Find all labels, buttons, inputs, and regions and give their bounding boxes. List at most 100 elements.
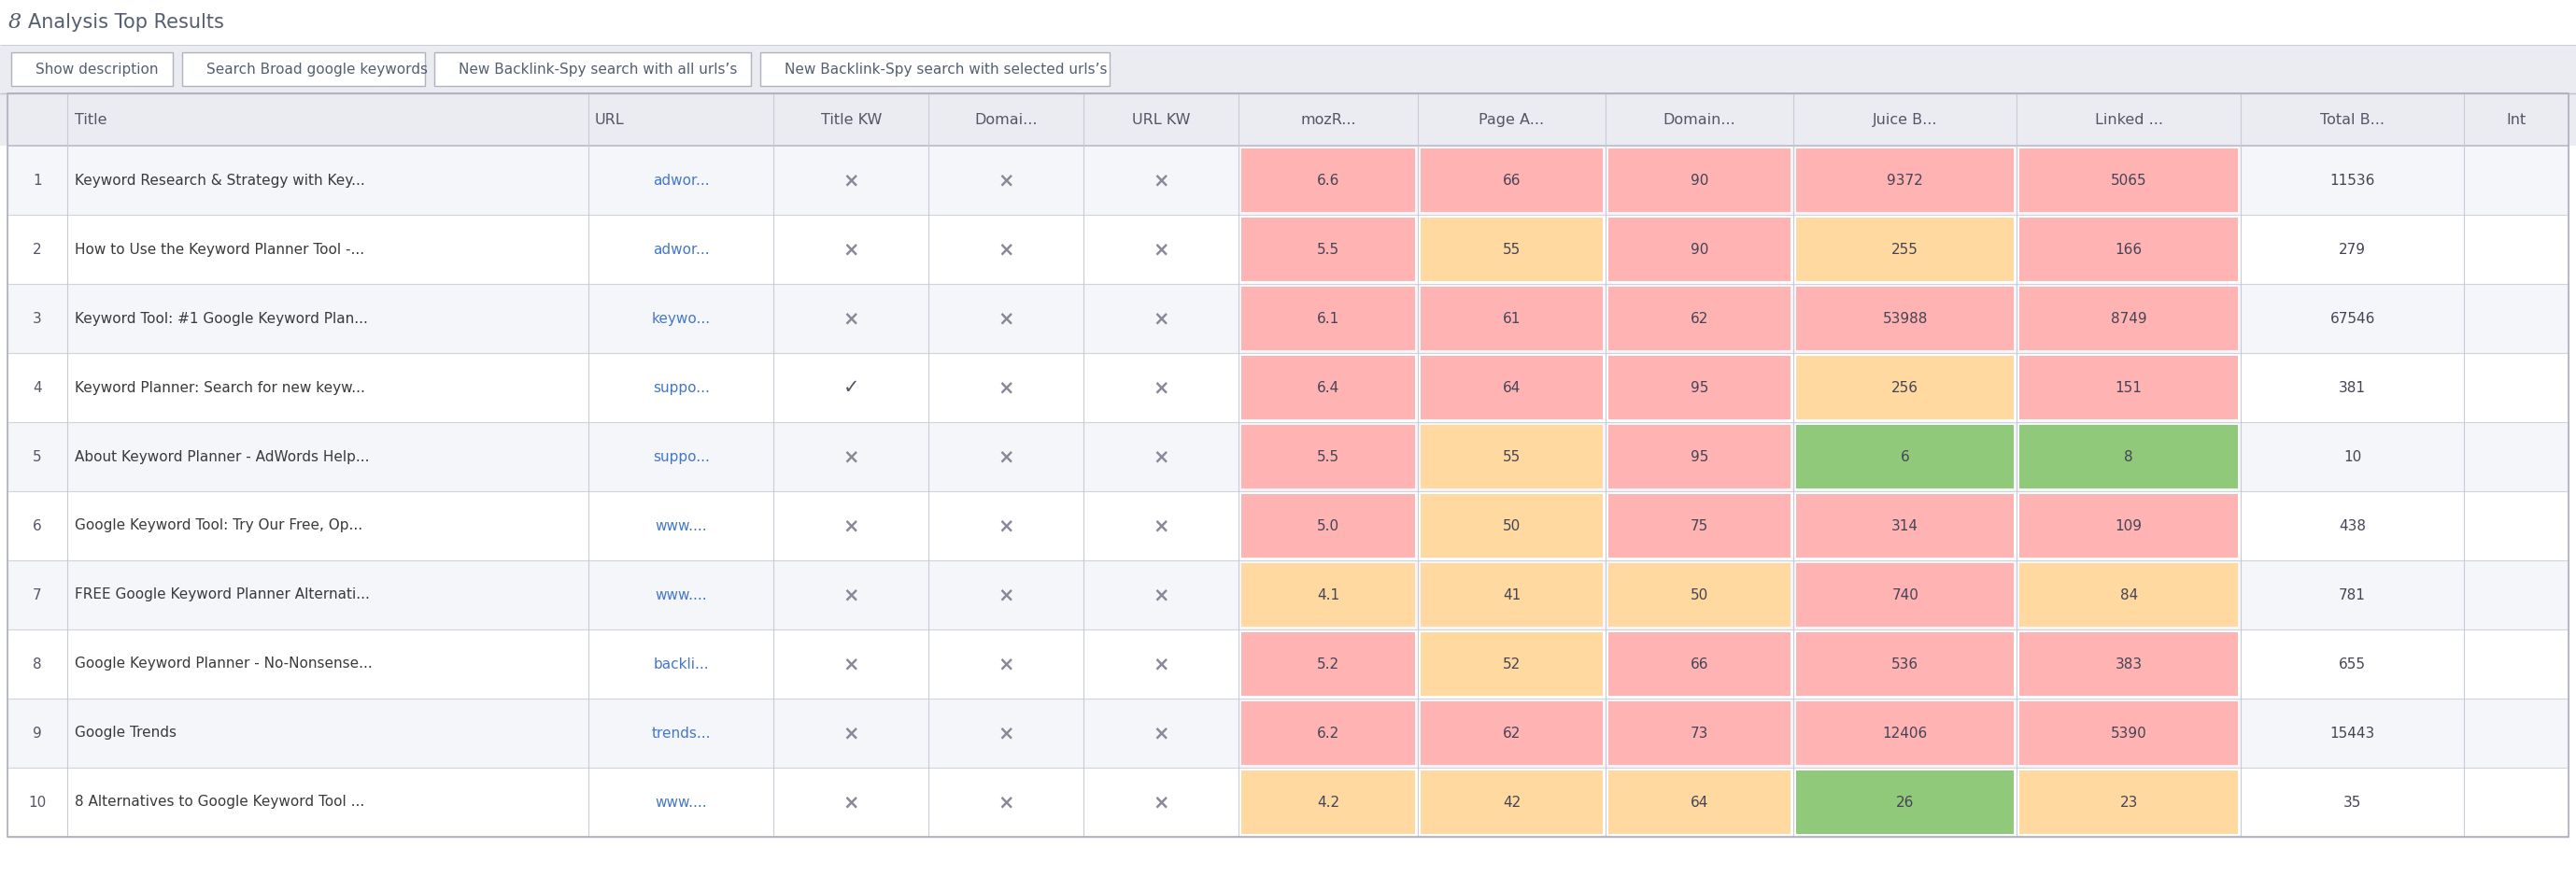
- Text: New Backlink-Spy search with selected urls’s: New Backlink-Spy search with selected ur…: [783, 62, 1108, 76]
- Text: 9372: 9372: [1888, 173, 1924, 187]
- Text: 781: 781: [2339, 588, 2365, 602]
- Text: 50: 50: [1690, 588, 1708, 602]
- Bar: [435, 53, 750, 86]
- Text: ×: ×: [1154, 654, 1170, 674]
- Text: ×: ×: [1154, 378, 1170, 397]
- Text: 5390: 5390: [2110, 726, 2146, 740]
- Bar: [8, 353, 2568, 422]
- Text: 4.2: 4.2: [1316, 795, 1340, 809]
- Bar: [8, 767, 2568, 837]
- Text: 109: 109: [2115, 519, 2143, 533]
- Text: 9: 9: [33, 726, 41, 740]
- Text: ×: ×: [842, 240, 860, 258]
- Text: 1: 1: [33, 173, 41, 187]
- Text: ×: ×: [997, 793, 1015, 811]
- Text: 6.6: 6.6: [1316, 173, 1340, 187]
- Text: 8: 8: [33, 657, 41, 671]
- Text: Page A...: Page A...: [1479, 112, 1546, 126]
- Bar: [1795, 217, 2014, 281]
- Text: 166: 166: [2115, 243, 2143, 257]
- Text: ×: ×: [1154, 240, 1170, 258]
- Text: 8: 8: [8, 12, 21, 32]
- Text: 12406: 12406: [1883, 726, 1927, 740]
- Bar: [183, 53, 425, 86]
- Bar: [1795, 563, 2014, 626]
- Text: ×: ×: [842, 171, 860, 189]
- Text: 4.1: 4.1: [1316, 588, 1340, 602]
- Bar: [8, 145, 2568, 215]
- Bar: [1795, 702, 2014, 765]
- Text: About Keyword Planner - AdWords Help...: About Keyword Planner - AdWords Help...: [75, 449, 368, 463]
- Text: ×: ×: [1154, 171, 1170, 189]
- Bar: [1607, 286, 1790, 350]
- Text: ×: ×: [842, 585, 860, 604]
- Text: ×: ×: [842, 724, 860, 743]
- Text: 10: 10: [28, 795, 46, 809]
- Bar: [1795, 286, 2014, 350]
- Bar: [1242, 494, 1414, 557]
- Text: How to Use the Keyword Planner Tool -...: How to Use the Keyword Planner Tool -...: [75, 243, 363, 257]
- Text: ×: ×: [997, 240, 1015, 258]
- Bar: [1419, 425, 1602, 489]
- Text: Title: Title: [75, 112, 106, 126]
- Text: 255: 255: [1891, 243, 1919, 257]
- Text: 61: 61: [1502, 312, 1520, 326]
- Bar: [10, 53, 173, 86]
- Bar: [1419, 702, 1602, 765]
- Bar: [1242, 563, 1414, 626]
- Bar: [1607, 425, 1790, 489]
- Bar: [0, 0, 2576, 45]
- Bar: [1607, 771, 1790, 834]
- Text: ✓: ✓: [842, 378, 860, 397]
- Text: 5.2: 5.2: [1316, 657, 1340, 671]
- Text: 536: 536: [1891, 657, 1919, 671]
- Text: 5.5: 5.5: [1316, 243, 1340, 257]
- Text: ×: ×: [997, 171, 1015, 189]
- Text: Juice B...: Juice B...: [1873, 112, 1937, 126]
- Text: ×: ×: [997, 654, 1015, 674]
- Bar: [1419, 632, 1602, 696]
- Text: 42: 42: [1502, 795, 1520, 809]
- Text: 5065: 5065: [2110, 173, 2146, 187]
- Bar: [1795, 632, 2014, 696]
- Text: 41: 41: [1502, 588, 1520, 602]
- Text: 2: 2: [33, 243, 41, 257]
- Text: Analysis Top Results: Analysis Top Results: [28, 13, 224, 32]
- Text: Google Keyword Planner - No-Nonsense...: Google Keyword Planner - No-Nonsense...: [75, 657, 374, 671]
- Text: ×: ×: [997, 517, 1015, 535]
- Text: ×: ×: [842, 448, 860, 466]
- Text: ×: ×: [997, 724, 1015, 743]
- Bar: [1795, 425, 2014, 489]
- Text: suppo...: suppo...: [652, 380, 711, 394]
- Bar: [8, 215, 2568, 284]
- Text: 655: 655: [2339, 657, 2365, 671]
- Bar: [0, 45, 2576, 94]
- Text: 314: 314: [1891, 519, 1919, 533]
- Text: Title KW: Title KW: [822, 112, 881, 126]
- Text: Keyword Tool: #1 Google Keyword Plan...: Keyword Tool: #1 Google Keyword Plan...: [75, 312, 368, 326]
- Bar: [2020, 217, 2239, 281]
- Text: ×: ×: [842, 309, 860, 328]
- Text: 8749: 8749: [2110, 312, 2146, 326]
- Text: 5.5: 5.5: [1316, 449, 1340, 463]
- Text: 73: 73: [1690, 726, 1708, 740]
- Text: Domai...: Domai...: [974, 112, 1038, 126]
- Bar: [1419, 217, 1602, 281]
- Bar: [1607, 149, 1790, 212]
- Bar: [1795, 494, 2014, 557]
- Text: mozR...: mozR...: [1301, 112, 1355, 126]
- Text: adwor...: adwor...: [652, 243, 708, 257]
- Bar: [2020, 771, 2239, 834]
- Bar: [8, 491, 2568, 561]
- Bar: [1795, 356, 2014, 420]
- Text: 95: 95: [1690, 449, 1708, 463]
- Text: ×: ×: [1154, 585, 1170, 604]
- Text: Linked ...: Linked ...: [2094, 112, 2164, 126]
- Bar: [1419, 771, 1602, 834]
- Text: 50: 50: [1502, 519, 1520, 533]
- Text: Domain...: Domain...: [1664, 112, 1736, 126]
- Text: Int: Int: [2506, 112, 2527, 126]
- Bar: [8, 561, 2568, 630]
- Text: FREE Google Keyword Planner Alternati...: FREE Google Keyword Planner Alternati...: [75, 588, 368, 602]
- Text: 740: 740: [1891, 588, 1919, 602]
